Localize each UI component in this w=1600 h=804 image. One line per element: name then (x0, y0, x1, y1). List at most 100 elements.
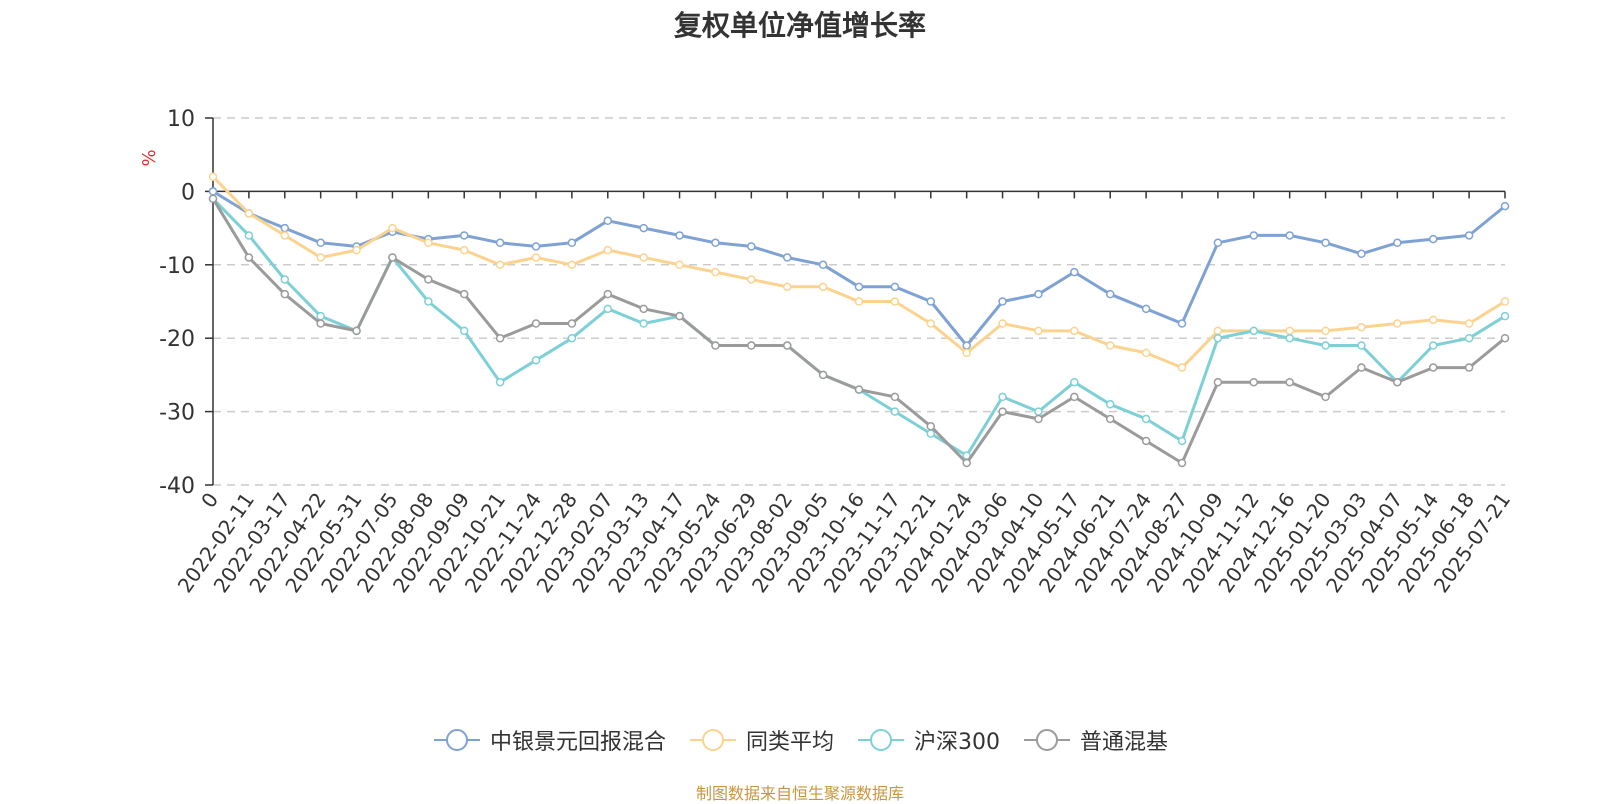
legend-label: 同类平均 (745, 730, 834, 755)
y-tick-label: 0 (181, 180, 195, 205)
data-point (1285, 231, 1294, 240)
data-point (1034, 414, 1043, 424)
legend-marker (870, 729, 892, 751)
chart-title: 复权单位净值增长率 (673, 9, 926, 42)
data-point (747, 341, 756, 350)
legend-symbol-icon (433, 729, 480, 751)
data-point (639, 253, 648, 262)
data-point (1464, 333, 1474, 343)
data-point (603, 304, 613, 314)
data-point (1141, 436, 1151, 446)
y-tick-label: 10 (167, 107, 195, 132)
legend-marker (701, 729, 724, 751)
data-point (1177, 363, 1187, 372)
data-point (1321, 341, 1330, 350)
data-point (1177, 436, 1187, 446)
data-point (208, 172, 218, 181)
chart-legend: 中银景元回报混合 同类平均 沪深300 普通混基 (0, 724, 1600, 756)
data-point (1141, 414, 1151, 424)
data-point (1105, 414, 1115, 424)
data-point (495, 333, 505, 343)
data-point (818, 260, 828, 270)
data-point (962, 348, 971, 358)
data-point (1034, 326, 1043, 336)
data-point (1357, 363, 1366, 372)
data-point (280, 231, 290, 240)
data-point (1428, 363, 1438, 372)
data-point (531, 355, 541, 365)
legend-item[interactable]: 中银景元回报混合 (432, 724, 666, 756)
data-point (316, 311, 325, 321)
data-point (1321, 392, 1330, 402)
data-point (998, 392, 1007, 402)
data-point (1034, 289, 1043, 299)
x-tick-label: 0 (196, 488, 223, 512)
data-point (352, 245, 361, 255)
data-point (1105, 289, 1115, 299)
data-point (280, 289, 290, 299)
data-point (495, 260, 505, 270)
data-point (998, 407, 1007, 416)
data-point (531, 253, 541, 262)
data-point (459, 326, 469, 336)
data-point (603, 216, 613, 226)
data-point (675, 260, 684, 270)
data-point (388, 223, 397, 233)
data-point (424, 275, 433, 284)
data-point (1285, 333, 1294, 343)
data-point (1105, 400, 1115, 409)
data-point (1500, 297, 1510, 306)
y-tick-label: -20 (159, 327, 195, 352)
data-point (854, 282, 864, 292)
data-point (1141, 304, 1151, 314)
data-point (1177, 458, 1187, 468)
data-point (1285, 377, 1294, 387)
data-point (1070, 267, 1079, 277)
data-point (352, 326, 361, 336)
data-point (316, 253, 325, 262)
data-point (782, 341, 792, 350)
data-point (567, 260, 577, 270)
data-point (962, 341, 971, 350)
data-point (675, 231, 684, 240)
data-point (1357, 341, 1366, 350)
data-point (1464, 231, 1474, 240)
data-point (639, 304, 648, 314)
legend-symbol-icon (689, 729, 736, 751)
data-point (424, 238, 433, 248)
series-line (211, 175, 1506, 370)
data-point (818, 282, 828, 292)
data-point (1500, 201, 1510, 211)
data-point (424, 297, 433, 306)
legend-item[interactable]: 沪深300 (856, 724, 1000, 756)
data-point (1393, 238, 1402, 248)
data-point (244, 231, 254, 240)
data-point (244, 209, 254, 218)
data-point (890, 407, 900, 416)
legend-marker (1036, 729, 1058, 751)
data-point (208, 187, 218, 196)
data-point (495, 377, 505, 387)
data-point (782, 282, 792, 292)
data-point (603, 245, 613, 255)
data-point (459, 231, 469, 240)
legend-label: 沪深300 (914, 730, 1000, 755)
y-tick-label: -40 (159, 474, 195, 499)
data-point (1500, 333, 1510, 343)
data-point (1357, 249, 1366, 259)
data-point (1213, 238, 1223, 248)
data-point (316, 319, 325, 328)
data-point (459, 245, 469, 255)
legend-item[interactable]: 同类平均 (688, 724, 834, 756)
data-point (208, 194, 218, 203)
data-point (1177, 319, 1187, 328)
data-point (998, 319, 1007, 328)
data-point (747, 242, 756, 251)
data-point (316, 238, 325, 248)
data-point (531, 319, 541, 328)
data-point (1070, 392, 1079, 402)
legend-marker (445, 729, 468, 751)
data-point (459, 289, 469, 299)
legend-item[interactable]: 普通混基 (1022, 724, 1168, 756)
